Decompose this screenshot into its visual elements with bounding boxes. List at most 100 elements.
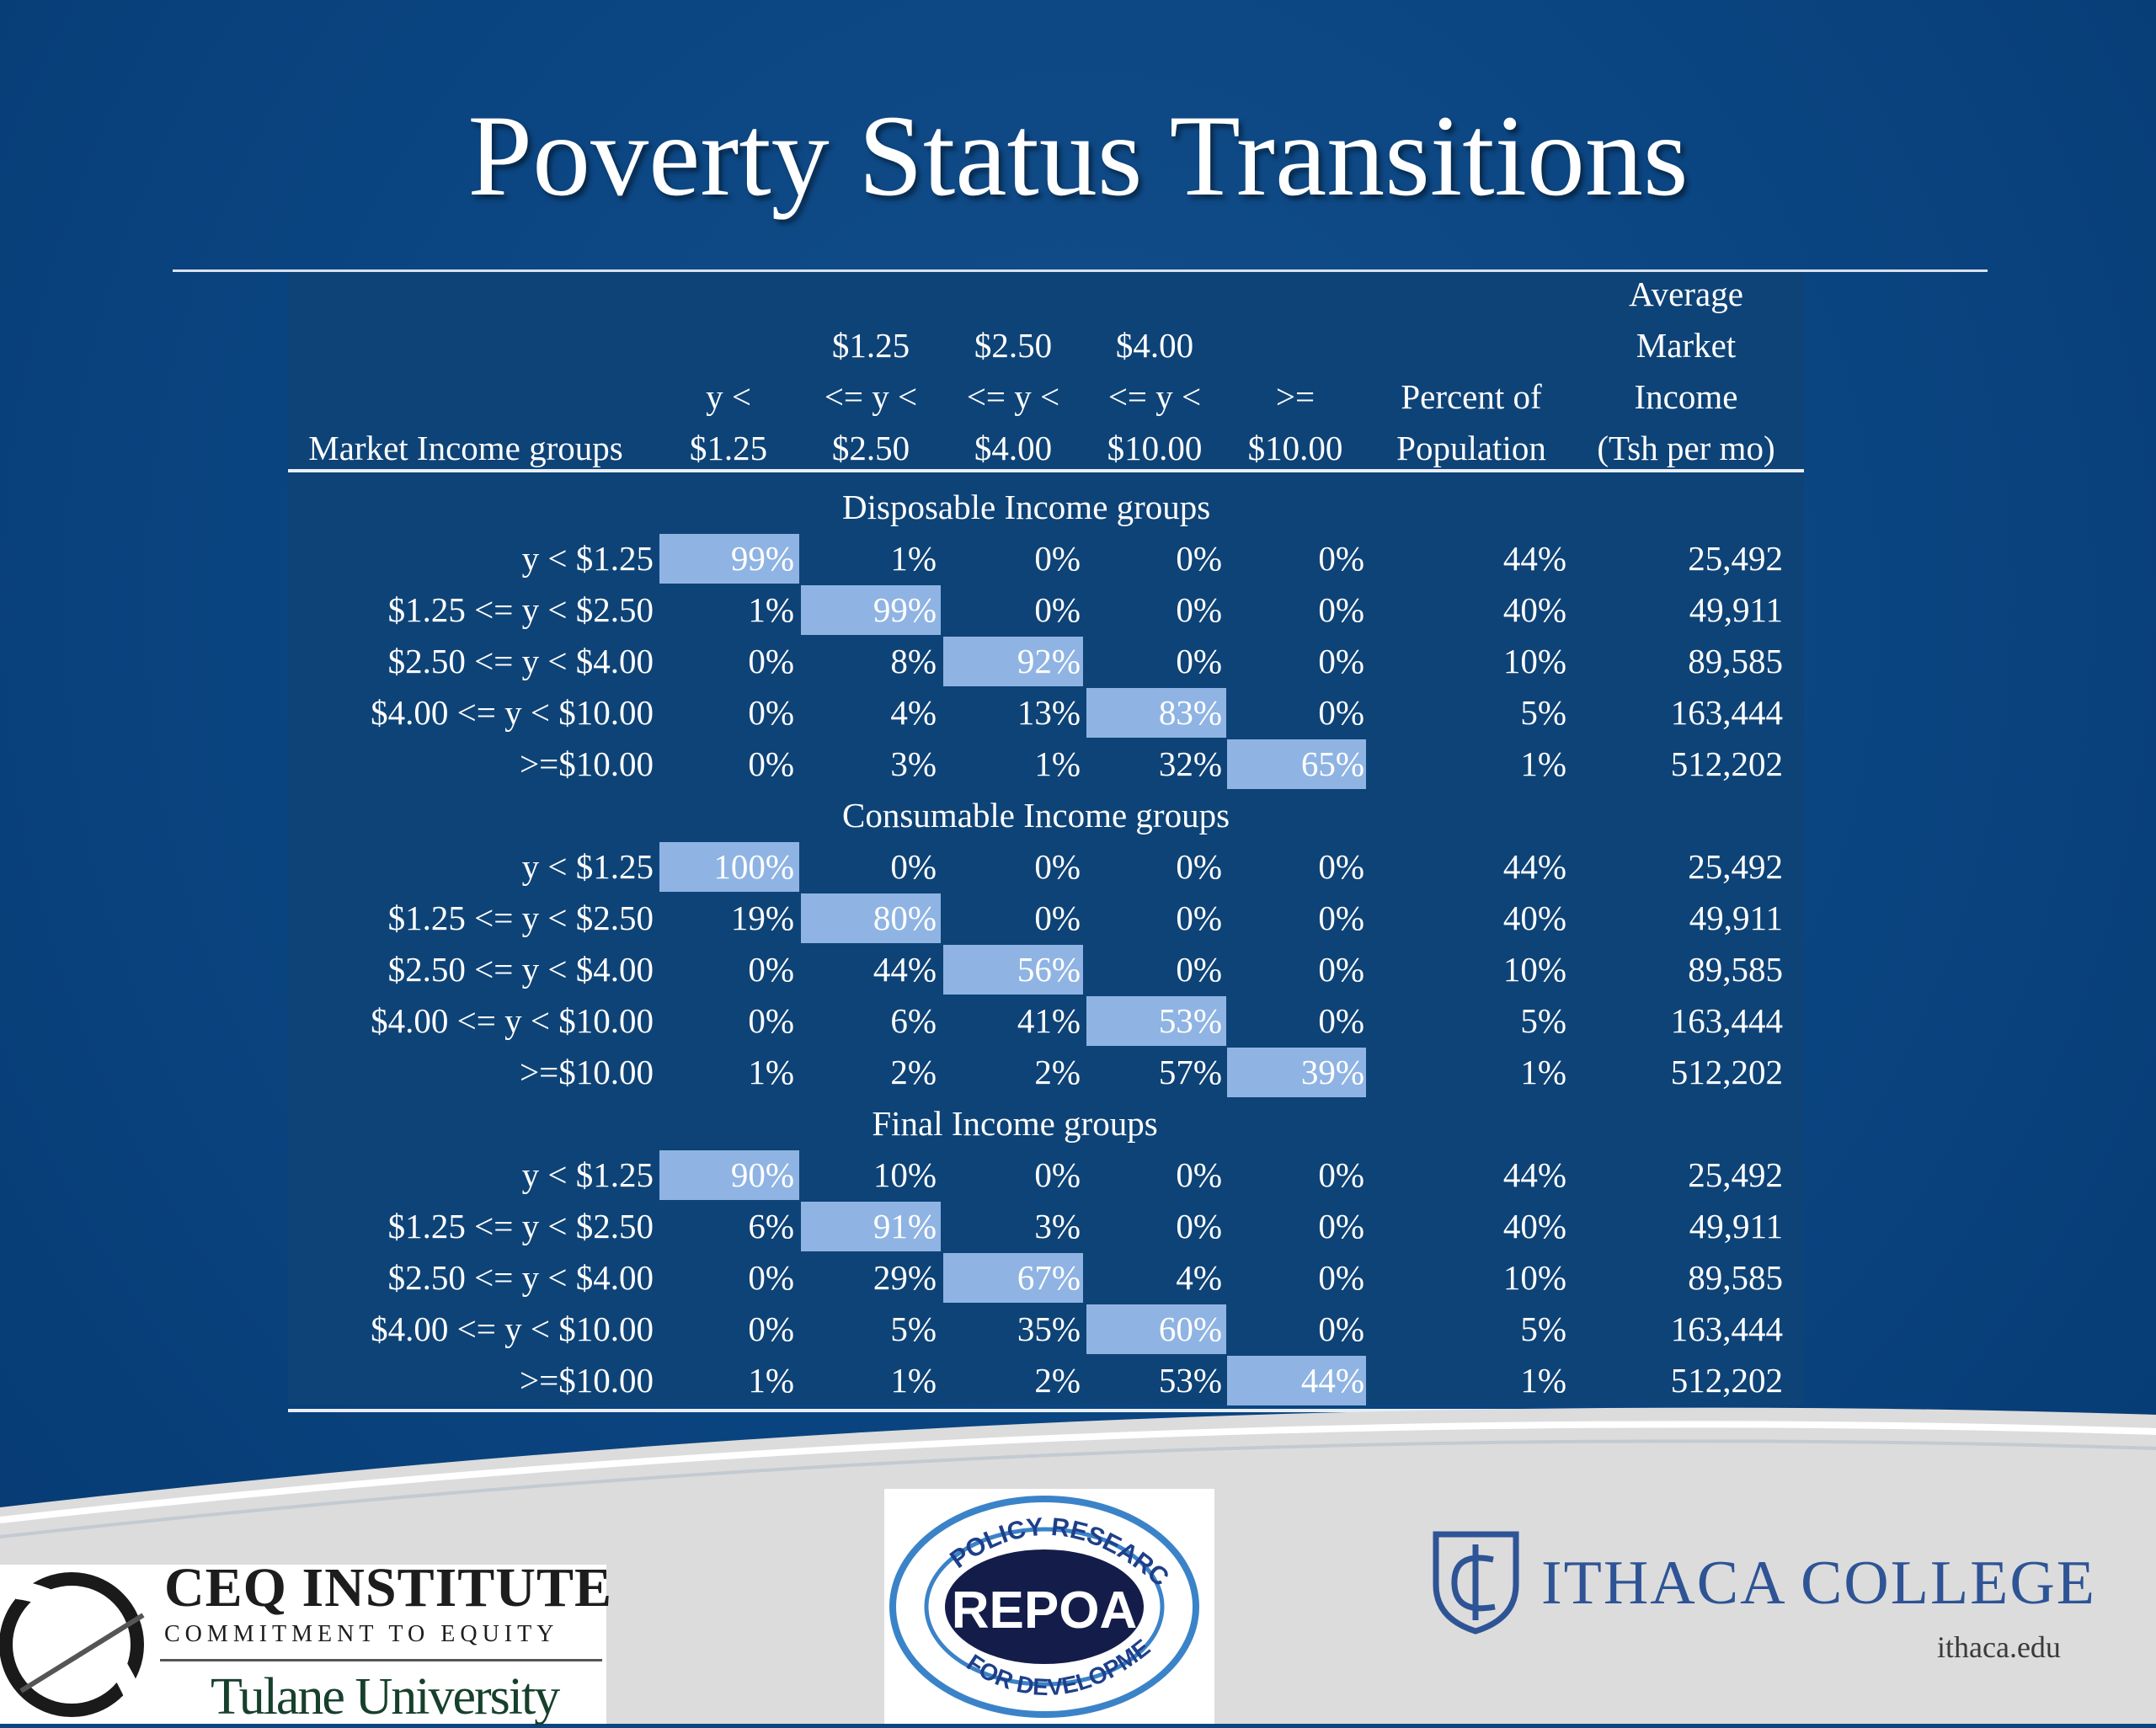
row-label: $1.25 <= y < $2.50 [387, 590, 654, 629]
table-cell: 39% [1300, 1053, 1364, 1091]
table-cell: 2% [1034, 1361, 1081, 1400]
column-header: $2.50 [974, 326, 1053, 365]
column-header: $1.25 [831, 326, 910, 365]
table-cell: 0% [1318, 1155, 1364, 1194]
table-cell: 44% [1502, 539, 1566, 578]
table-cell: 44% [1502, 1155, 1566, 1194]
column-header: Market [1636, 326, 1737, 365]
diagonal-highlight [1227, 739, 1366, 789]
table-cell: 1% [1520, 1053, 1566, 1091]
table-cell: 6% [748, 1207, 794, 1245]
table-cell: 0% [748, 1309, 794, 1348]
row-label: y < $1.25 [521, 847, 654, 886]
table-cell: 53% [1158, 1361, 1222, 1400]
table-cell: 3% [890, 744, 937, 783]
table-cell: 5% [1520, 1001, 1566, 1040]
table-cell: 32% [1158, 744, 1222, 783]
table-cell: 89,585 [1688, 950, 1783, 989]
row-label: $1.25 <= y < $2.50 [387, 1207, 654, 1245]
column-header: <= y < [824, 377, 918, 416]
table-cell: 163,444 [1670, 1001, 1783, 1040]
table-cell: 6% [890, 1001, 937, 1040]
row-label: >=$10.00 [520, 744, 654, 783]
table-cell: 10% [873, 1155, 937, 1194]
table-cell: 25,492 [1688, 539, 1783, 578]
header-rule [288, 469, 1804, 472]
table-cell: 512,202 [1670, 744, 1783, 783]
table-cell: 0% [1318, 899, 1364, 937]
table-cell: 1% [1520, 744, 1566, 783]
row-label: $1.25 <= y < $2.50 [387, 899, 654, 937]
diagonal-highlight [659, 1150, 799, 1200]
table-cell: 0% [1176, 950, 1222, 989]
slide-title: Poverty Status Transitions [467, 91, 1689, 220]
diagonal-highlight [1086, 996, 1226, 1046]
row-label: >=$10.00 [520, 1361, 654, 1400]
table-cell: 3% [1034, 1207, 1081, 1245]
transition-table [288, 272, 1804, 1405]
table-cell: 5% [1520, 693, 1566, 732]
table-cell: 0% [1034, 899, 1081, 937]
table-cell: 0% [1318, 693, 1364, 732]
diagonal-highlight [1227, 1356, 1366, 1405]
table-cell: 4% [890, 693, 937, 732]
table-cell: 1% [1034, 744, 1081, 783]
table-cell: 49,911 [1689, 590, 1783, 629]
table-cell: 99% [873, 590, 937, 629]
table-bottom-rule [288, 1409, 1804, 1412]
section-title: Final Income groups [872, 1104, 1158, 1143]
table-cell: 10% [1502, 642, 1566, 680]
table-cell: 0% [748, 1258, 794, 1297]
column-header: $10.00 [1247, 429, 1343, 467]
column-header: Average [1629, 275, 1743, 313]
row-label: >=$10.00 [520, 1053, 654, 1091]
diagonal-highlight [659, 534, 799, 584]
title-rule [173, 269, 1988, 272]
table-cell: 0% [1176, 590, 1222, 629]
table-cell: 512,202 [1670, 1053, 1783, 1091]
diagonal-highlight [801, 1202, 941, 1251]
ceq-circle-icon [0, 1572, 148, 1717]
row-label: y < $1.25 [521, 1155, 654, 1194]
table-cell: 0% [1318, 1309, 1364, 1348]
ceq-logo [0, 1565, 606, 1724]
table-cell: 0% [1318, 950, 1364, 989]
table-cell: 163,444 [1670, 693, 1783, 732]
table-cell: 29% [873, 1258, 937, 1297]
column-header: >= [1275, 377, 1315, 416]
column-header: Population [1396, 429, 1546, 467]
table-cell: 5% [1520, 1309, 1566, 1348]
section-title: Consumable Income groups [842, 796, 1230, 835]
ithaca-name: ITHACA COLLEGE [1541, 1549, 2096, 1618]
table-cell: 2% [890, 1053, 937, 1091]
table-cell: 0% [1176, 1207, 1222, 1245]
table-cell: 0% [1318, 1207, 1364, 1245]
table-cell: 2% [1034, 1053, 1081, 1091]
table-cell: 512,202 [1670, 1361, 1783, 1400]
table-cell: 0% [748, 1001, 794, 1040]
svg-text:REPOA: REPOA [952, 1581, 1137, 1640]
diagonal-highlight [943, 637, 1083, 686]
row-label: $2.50 <= y < $4.00 [387, 1258, 654, 1297]
row-label: $2.50 <= y < $4.00 [387, 950, 654, 989]
diagonal-highlight [801, 893, 941, 943]
table-cell: 10% [1502, 950, 1566, 989]
diagonal-highlight [1086, 1304, 1226, 1354]
repoa-logo: REPOA POLICY RESEARCH FOR DEVELOPMENT [875, 1467, 1214, 1724]
table-cell: 0% [748, 642, 794, 680]
table-cell: 67% [1017, 1258, 1081, 1297]
diagonal-highlight [1227, 1048, 1366, 1097]
table-cell: 0% [1318, 590, 1364, 629]
column-header: (Tsh per mo) [1597, 429, 1775, 467]
row-label: $4.00 <= y < $10.00 [371, 1309, 654, 1348]
column-header: <= y < [1107, 377, 1202, 416]
table-cell: 56% [1017, 950, 1081, 989]
table-cell: 0% [1034, 590, 1081, 629]
table-cell: 0% [1176, 899, 1222, 937]
table-cell: 1% [748, 1053, 794, 1091]
table-cell: 0% [1318, 1258, 1364, 1297]
table-cell: 1% [890, 539, 937, 578]
column-header: Percent of [1401, 377, 1542, 416]
table-cell: 57% [1158, 1053, 1222, 1091]
table-cell: 4% [1176, 1258, 1222, 1297]
